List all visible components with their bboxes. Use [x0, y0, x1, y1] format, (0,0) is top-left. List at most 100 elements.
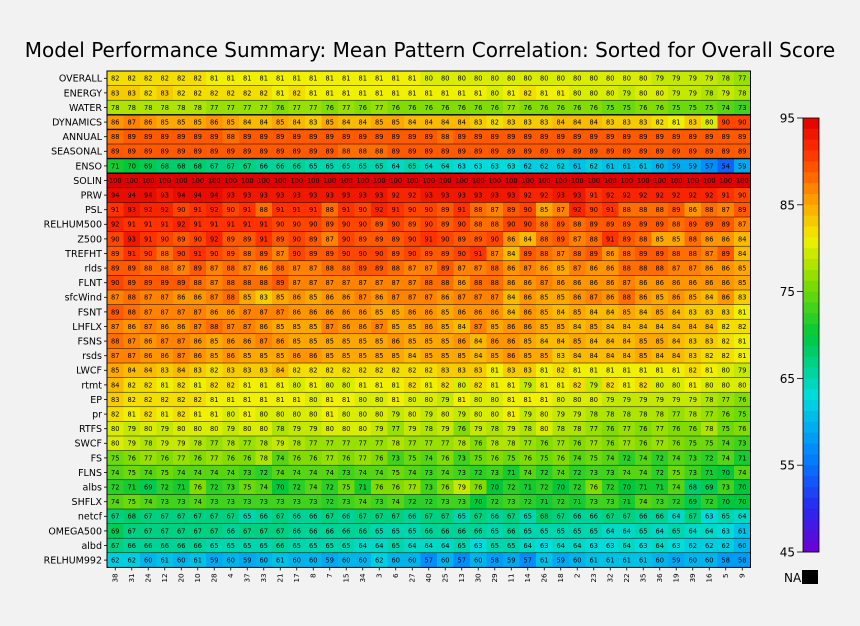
cell-value-label: 63: [474, 162, 482, 170]
cell-value-label: 77: [557, 440, 565, 448]
cell-value-label: 76: [458, 104, 466, 112]
cell-value-label: 86: [507, 338, 515, 346]
cell-value-label: 72: [491, 498, 499, 506]
heatmap-cell: [618, 217, 636, 232]
cell-value-label: 81: [408, 75, 416, 83]
cell-value-label: 89: [474, 235, 482, 243]
cell-value-label: 84: [623, 338, 631, 346]
cell-value-label: 86: [606, 265, 614, 273]
cell-value-label: 82: [111, 75, 119, 83]
cell-value-label: 85: [491, 323, 499, 331]
cell-value-label: 78: [260, 454, 268, 462]
heatmap-cell: [585, 202, 603, 218]
cell-value-label: 87: [243, 265, 251, 273]
cell-value-label: 83: [260, 294, 268, 302]
cell-value-label: 73: [689, 454, 697, 462]
heatmap-cell: [437, 85, 454, 101]
cell-value-label: 79: [557, 411, 565, 419]
cell-value-label: 64: [623, 527, 631, 535]
heatmap-cell: [387, 187, 405, 203]
cell-value-label: 86: [392, 338, 400, 346]
cell-value-label: 66: [260, 162, 268, 170]
cell-value-label: 81: [639, 367, 647, 375]
heatmap-cell: [486, 144, 504, 159]
cell-value-label: 86: [656, 279, 664, 287]
cell-value-label: 83: [161, 367, 169, 375]
cell-value-label: 79: [276, 440, 284, 448]
cell-value-label: 89: [722, 250, 730, 258]
cell-value-label: 89: [524, 148, 532, 156]
cell-value-label: 74: [293, 469, 301, 477]
cell-value-label: 79: [524, 411, 532, 419]
cell-value-label: 67: [392, 513, 400, 521]
cell-value-label: 89: [722, 133, 730, 141]
cell-value-label: 87: [210, 279, 218, 287]
cell-value-label: 66: [474, 527, 482, 535]
heatmap-cell: [635, 158, 652, 174]
cell-value-label: 84: [656, 323, 664, 331]
cell-value-label: 88: [359, 148, 367, 156]
cell-value-label: 83: [606, 119, 614, 127]
heatmap-cell: [140, 231, 157, 247]
cell-value-label: 81: [210, 411, 218, 419]
heatmap-cell: [618, 100, 636, 116]
cell-value-label: 82: [210, 381, 218, 389]
heatmap-cell: [519, 173, 537, 189]
cell-value-label: 87: [111, 294, 119, 302]
heatmap-cell: [420, 217, 438, 232]
colorbar-tick-label: 85: [780, 198, 795, 212]
cell-value-label: 84: [507, 250, 515, 258]
cell-value-label: 89: [441, 206, 449, 214]
cell-value-label: 76: [656, 104, 664, 112]
heatmap-cell: [519, 85, 537, 101]
cell-value-label: 82: [656, 119, 664, 127]
cell-value-label: 82: [177, 381, 185, 389]
cell-value-label: 86: [606, 250, 614, 258]
cell-value-label: 85: [326, 352, 334, 360]
cell-value-label: 66: [144, 542, 152, 550]
cell-value-label: 76: [606, 440, 614, 448]
heatmap-cell: [602, 173, 619, 189]
cell-value-label: 89: [227, 250, 235, 258]
heatmap-cell: [272, 71, 289, 86]
column-label: 19: [672, 573, 681, 583]
cell-value-label: 86: [260, 265, 268, 273]
cell-value-label: 84: [177, 367, 185, 375]
cell-value-label: 89: [738, 148, 746, 156]
cell-value-label: 79: [672, 75, 680, 83]
cell-value-label: 89: [227, 148, 235, 156]
heatmap-cell: [206, 85, 223, 101]
heatmap-cell: [404, 71, 421, 86]
cell-value-label: 89: [359, 235, 367, 243]
cell-value-label: 71: [507, 469, 515, 477]
heatmap-cell: [651, 71, 669, 86]
heatmap-cell: [453, 71, 471, 86]
cell-value-label: 79: [441, 396, 449, 404]
cell-value-label: 86: [705, 279, 713, 287]
heatmap-cell: [503, 187, 520, 203]
heatmap-cell: [569, 100, 586, 116]
heatmap-cell: [519, 217, 537, 232]
heatmap-cell: [569, 144, 586, 159]
cell-value-label: 83: [639, 119, 647, 127]
cell-value-label: 85: [557, 265, 565, 273]
cell-value-label: 91: [293, 206, 301, 214]
cell-value-label: 73: [276, 498, 284, 506]
cell-value-label: 76: [474, 440, 482, 448]
row-label: FSNS: [78, 337, 102, 348]
cell-value-label: 85: [359, 338, 367, 346]
heatmap-cell: [107, 144, 124, 159]
cell-value-label: 89: [177, 279, 185, 287]
cell-value-label: 67: [359, 513, 367, 521]
heatmap-cell: [552, 85, 570, 101]
heatmap-cell: [420, 100, 438, 116]
cell-value-label: 66: [656, 513, 664, 521]
cell-value-label: 92: [392, 192, 400, 200]
heatmap-cell: [486, 100, 504, 116]
heatmap-cell: [536, 129, 553, 145]
cell-value-label: 77: [293, 104, 301, 112]
heatmap-cell: [288, 246, 306, 262]
cell-value-label: 64: [705, 527, 713, 535]
colorbar-segment: [803, 215, 819, 227]
cell-value-label: 81: [507, 396, 515, 404]
